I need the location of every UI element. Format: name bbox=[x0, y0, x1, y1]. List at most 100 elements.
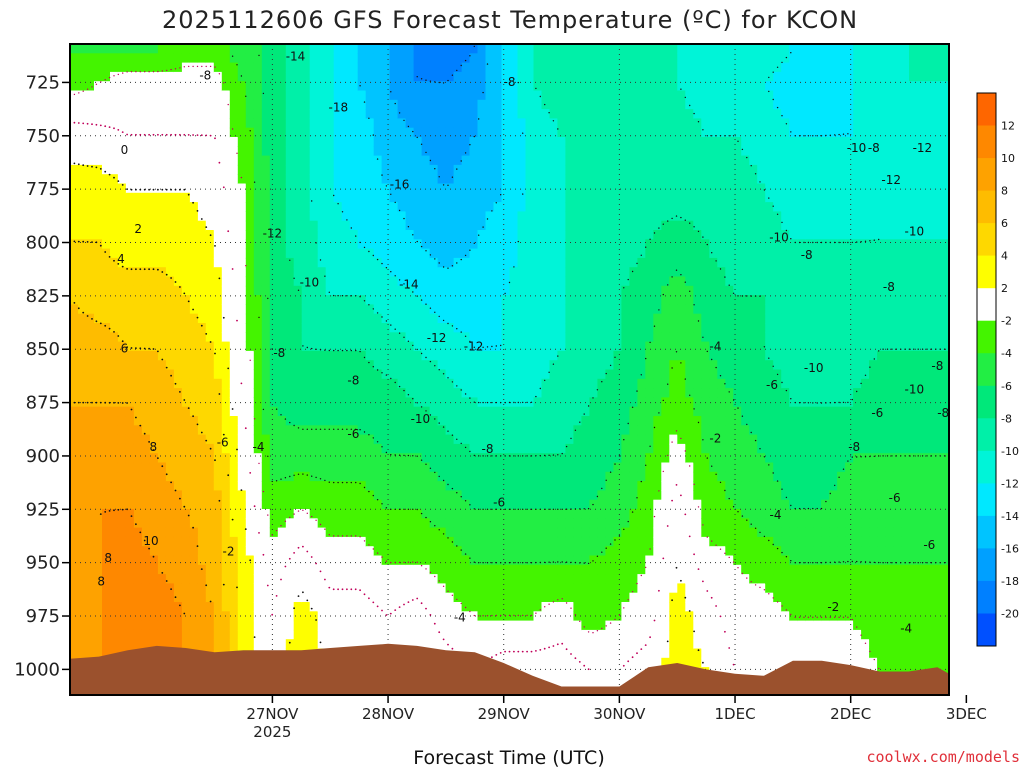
contour-label: -6 bbox=[493, 495, 505, 509]
temperature-column bbox=[173, 44, 183, 695]
temperature-column bbox=[621, 44, 630, 695]
temperature-column bbox=[581, 44, 590, 695]
temperature-column bbox=[102, 44, 111, 695]
temperature-column bbox=[661, 44, 670, 695]
contour-label: -12 bbox=[427, 331, 447, 345]
y-tick-label: 950 bbox=[26, 553, 60, 574]
temperature-column bbox=[277, 44, 287, 695]
colorbar-swatch bbox=[977, 288, 996, 322]
contour-level bbox=[416, 45, 475, 84]
temperature-column bbox=[405, 44, 415, 695]
contour-label: -10 bbox=[804, 361, 824, 375]
y-tick-label: 850 bbox=[26, 339, 60, 360]
temperature-column bbox=[509, 44, 519, 695]
temperature-column bbox=[253, 44, 263, 695]
temperature-column bbox=[237, 44, 247, 695]
temperature-column bbox=[845, 44, 854, 695]
temperature-column bbox=[693, 44, 702, 695]
contour-level bbox=[333, 52, 849, 349]
contour-label: -4 bbox=[770, 508, 782, 522]
contour-label: -14 bbox=[399, 278, 419, 292]
contour-label: -6 bbox=[766, 378, 778, 392]
temperature-column bbox=[789, 44, 798, 695]
contour-label: 6 bbox=[121, 342, 129, 356]
temperature-column bbox=[70, 44, 79, 695]
colorbar-tick-label: -10 bbox=[1001, 445, 1019, 458]
temperature-column bbox=[741, 44, 750, 695]
contour-label: -4 bbox=[253, 440, 265, 454]
temperature-column bbox=[397, 44, 407, 695]
temperature-column bbox=[269, 44, 279, 695]
colorbar-frame bbox=[976, 92, 997, 647]
contour-label: -8 bbox=[199, 69, 211, 83]
y-tick-label: 725 bbox=[26, 72, 60, 93]
contour-label: -12 bbox=[913, 141, 933, 155]
contour-label: -2 bbox=[223, 545, 235, 559]
temperature-column bbox=[501, 44, 511, 695]
colorbar-swatch bbox=[977, 548, 996, 582]
temperature-column bbox=[325, 44, 335, 695]
temperature-column bbox=[557, 44, 566, 695]
contour-level bbox=[258, 54, 949, 510]
temperature-column bbox=[573, 44, 582, 695]
temperature-column bbox=[421, 44, 431, 695]
temperature-column bbox=[821, 44, 830, 695]
contour-label: -16 bbox=[390, 177, 410, 191]
colorbar-swatch bbox=[977, 385, 996, 419]
temperature-column bbox=[565, 44, 574, 695]
colorbar-swatch bbox=[977, 613, 996, 647]
contour-label: -14 bbox=[286, 49, 306, 63]
temperature-column bbox=[365, 44, 375, 695]
contour-label: 8 bbox=[149, 440, 157, 454]
x-tick-label: 1DEC bbox=[715, 705, 756, 723]
temperature-column bbox=[589, 44, 598, 695]
temperature-column bbox=[357, 44, 367, 695]
colorbar-tick-label: -8 bbox=[1001, 412, 1012, 425]
contour-label: -10 bbox=[769, 231, 789, 245]
temperature-column bbox=[853, 44, 862, 695]
contour-label: 4 bbox=[117, 252, 125, 266]
contour-label: -8 bbox=[504, 75, 516, 89]
colorbar-swatch bbox=[977, 158, 996, 192]
contour-label: -6 bbox=[923, 538, 935, 552]
contour-level bbox=[70, 401, 212, 603]
contour-label: -8 bbox=[273, 346, 285, 360]
x-tick-sublabel: 2025 bbox=[253, 723, 291, 741]
y-tick-label: 800 bbox=[26, 233, 60, 254]
contour-level bbox=[289, 215, 949, 457]
ground-surface bbox=[70, 643, 949, 695]
temperature-column bbox=[549, 44, 559, 695]
temperature-column bbox=[453, 44, 463, 695]
y-tick-label: 750 bbox=[26, 126, 60, 147]
colorbar-swatch bbox=[977, 93, 996, 126]
temperature-column bbox=[701, 44, 710, 695]
x-tick-label: 30NOV bbox=[593, 705, 646, 723]
temperature-column bbox=[733, 44, 742, 695]
colorbar-swatch bbox=[977, 450, 996, 484]
temperature-column bbox=[893, 44, 902, 695]
temperature-column bbox=[485, 44, 495, 695]
y-axis: 725 750 775 800 825 850 875 900 925 950 975 1000 bbox=[14, 72, 70, 680]
contour-label: -8 bbox=[482, 442, 494, 456]
contour-label: -6 bbox=[889, 491, 901, 505]
temperature-column bbox=[477, 44, 487, 695]
plot-frame bbox=[69, 43, 950, 696]
contour-label: -8 bbox=[347, 374, 359, 388]
contour-label: -6 bbox=[871, 406, 883, 420]
colorbar-tick-label: -20 bbox=[1001, 608, 1019, 621]
contour-label: 8 bbox=[104, 551, 112, 565]
y-tick-label: 825 bbox=[26, 286, 60, 307]
colorbar-tick-label: 2 bbox=[1001, 282, 1008, 295]
colorbar-swatch bbox=[977, 580, 996, 614]
colorbar-tick-label: 4 bbox=[1001, 250, 1008, 263]
chart-title: 2025112606 GFS Forecast Temperature (ºC)… bbox=[162, 6, 858, 34]
temperature-column bbox=[669, 44, 678, 695]
colorbar-tick-label: -2 bbox=[1001, 315, 1012, 328]
contour-label: 8 bbox=[97, 574, 105, 588]
temperature-column bbox=[781, 44, 790, 695]
x-tick-label: 3DEC bbox=[946, 705, 987, 723]
colorbar-tick-label: -16 bbox=[1001, 542, 1019, 555]
colorbar-tick-label: 10 bbox=[1001, 152, 1015, 165]
colorbar-tick-label: -18 bbox=[1001, 575, 1019, 588]
